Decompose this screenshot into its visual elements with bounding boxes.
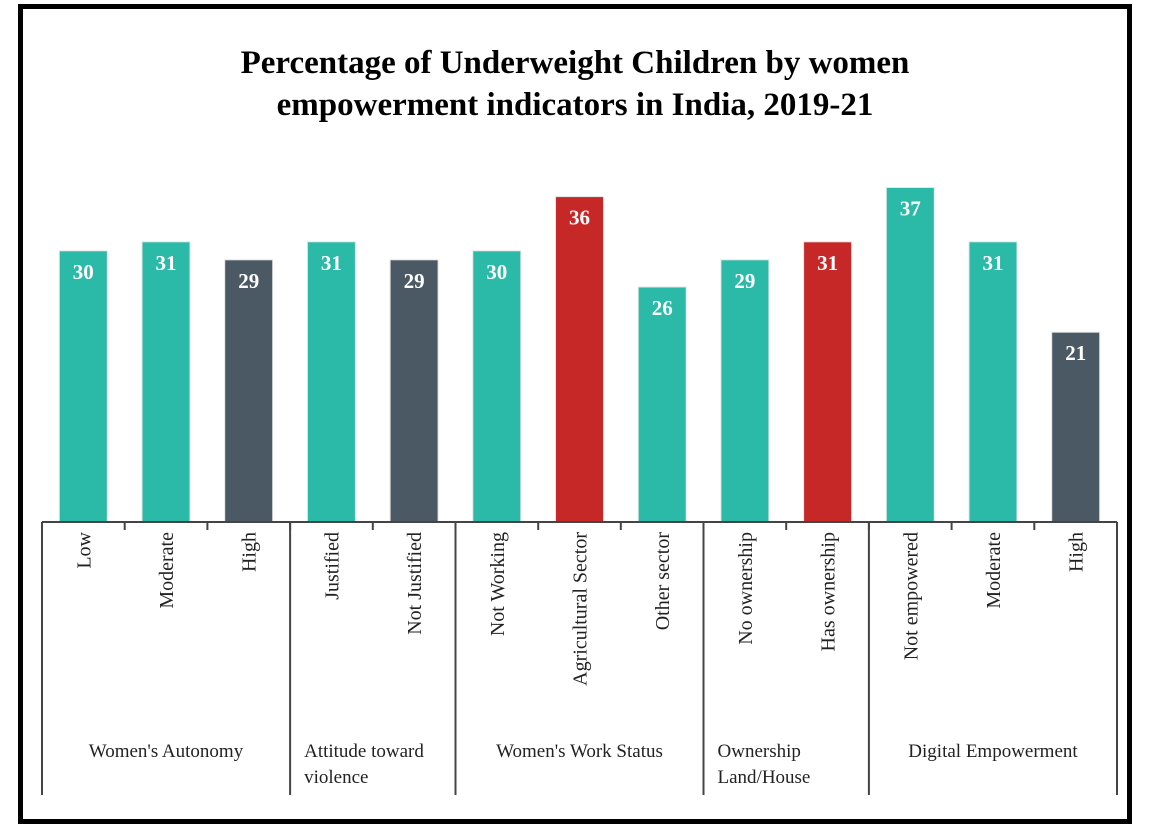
group-label: Women's Autonomy bbox=[89, 741, 244, 762]
category-label: Not Working bbox=[487, 532, 509, 636]
bar-value-label: 29 bbox=[404, 269, 425, 293]
category-label: Not Justified bbox=[404, 532, 426, 635]
chart-title: Percentage of Underweight Children by wo… bbox=[140, 42, 1010, 126]
group-label: Women's Work Status bbox=[496, 741, 663, 762]
bar-value-label: 21 bbox=[1065, 341, 1086, 365]
category-label: Has ownership bbox=[818, 532, 840, 651]
category-label: High bbox=[1066, 532, 1088, 572]
bar-low bbox=[58, 250, 108, 523]
category-label: High bbox=[239, 532, 261, 572]
bar-moderate bbox=[141, 241, 191, 523]
group-label: Digital Empowerment bbox=[908, 741, 1078, 762]
bar-value-label: 29 bbox=[238, 269, 259, 293]
bar-no-ownership bbox=[720, 259, 770, 523]
bar-not-working bbox=[472, 250, 522, 523]
bar-agricultural-sector bbox=[555, 196, 604, 523]
category-label: Low bbox=[73, 531, 95, 568]
bar-value-label: 31 bbox=[321, 251, 342, 275]
bar-value-label: 26 bbox=[652, 296, 673, 320]
bar-value-label: 29 bbox=[734, 269, 755, 293]
bar-chart: 30 31 29 31 29 30 36 26 29 31 37 31 21 Low Moderate Hig… bbox=[41, 187, 1118, 795]
bar-value-label: 31 bbox=[156, 251, 177, 275]
category-label: Agricultural Sector bbox=[570, 532, 592, 686]
category-label: No ownership bbox=[735, 532, 757, 645]
bar-has-ownership bbox=[803, 241, 853, 523]
bar-value-label: 31 bbox=[817, 251, 838, 275]
group-label: Ownership bbox=[718, 741, 801, 762]
bar-high bbox=[224, 259, 274, 523]
category-label: Moderate bbox=[156, 532, 178, 609]
bar-moderate bbox=[968, 241, 1018, 523]
category-label: Moderate bbox=[983, 532, 1005, 609]
bar-high bbox=[1051, 331, 1101, 523]
group-label: violence bbox=[304, 767, 368, 788]
bar-value-label: 36 bbox=[569, 206, 590, 230]
bar-value-label: 30 bbox=[73, 260, 94, 284]
chart-title-line-2: empowerment indicators in India, 2019-21 bbox=[276, 87, 874, 123]
bar-justified bbox=[306, 241, 356, 523]
bar-value-label: 30 bbox=[486, 260, 507, 284]
bar-not-empowered bbox=[885, 187, 935, 523]
category-label: Justified bbox=[321, 532, 343, 600]
bar-value-label: 37 bbox=[900, 197, 921, 221]
category-label: Not empowered bbox=[900, 532, 922, 660]
bar-other-sector bbox=[637, 286, 687, 523]
group-label: Land/House bbox=[718, 767, 811, 788]
group-label: Attitude toward bbox=[304, 741, 424, 762]
bar-not-justified bbox=[389, 259, 439, 523]
bar-value-label: 31 bbox=[983, 251, 1004, 275]
chart-title-line-1: Percentage of Underweight Children by wo… bbox=[240, 45, 910, 81]
category-label: Other sector bbox=[652, 532, 674, 631]
